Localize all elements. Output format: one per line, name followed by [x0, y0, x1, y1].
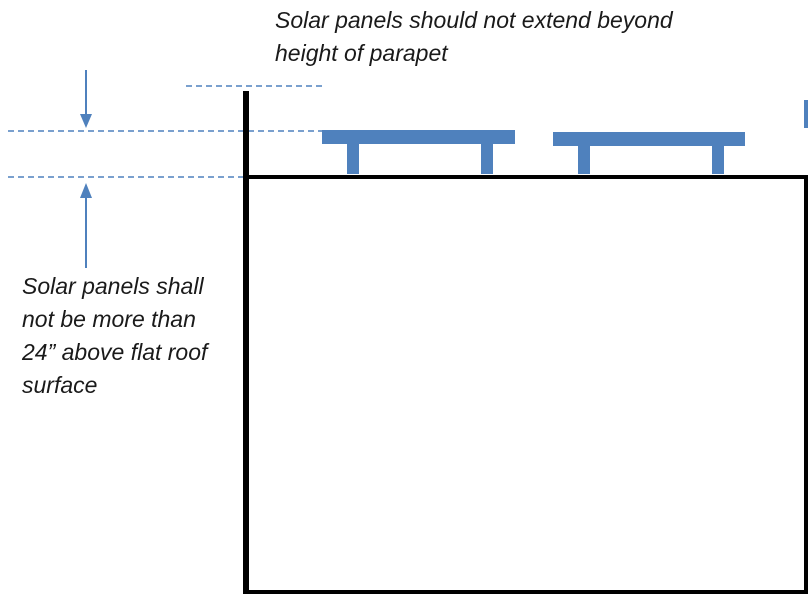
solar-panel-1 — [322, 130, 515, 174]
solar-panel-2 — [553, 132, 745, 174]
panel-support-right — [481, 144, 493, 174]
panel-support-left — [347, 144, 359, 174]
panel-support-left — [578, 146, 590, 174]
max-height-note: Solar panels shall not be more than 24” … — [22, 270, 227, 402]
panel-surface — [553, 132, 745, 146]
parapet-height-note: Solar panels should not extend beyond he… — [275, 4, 705, 70]
panel-surface — [322, 130, 515, 144]
height-dimension-arrow-down — [80, 70, 92, 128]
solar-panel-3-partial — [804, 100, 808, 128]
height-dimension-arrow-up — [80, 183, 92, 268]
panel-support-right — [712, 146, 724, 174]
